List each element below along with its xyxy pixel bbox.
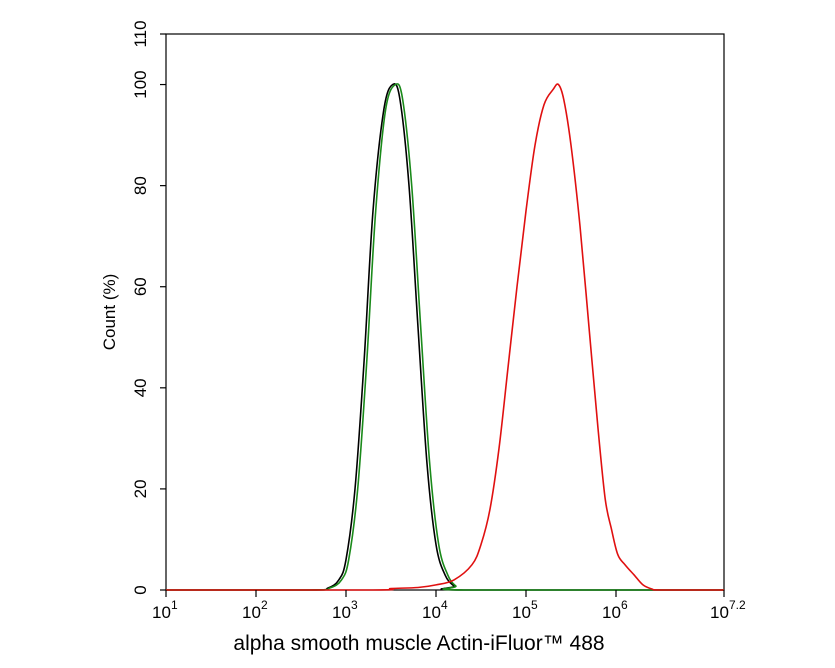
x-tick-exponent: 1 bbox=[171, 598, 178, 612]
x-axis-label: alpha smooth muscle Actin-iFluor™ 488 bbox=[233, 632, 604, 655]
series-line-red bbox=[166, 83, 724, 591]
y-tick-label: 60 bbox=[131, 277, 150, 296]
y-axis-label: Count (%) bbox=[100, 274, 119, 351]
x-tick-exponent: 6 bbox=[621, 598, 628, 612]
x-tick-exponent: 4 bbox=[441, 598, 448, 612]
x-tick-label: 10 bbox=[152, 603, 171, 622]
y-tick-label: 80 bbox=[131, 176, 150, 195]
plot-frame bbox=[165, 33, 725, 591]
x-tick-label: 10 bbox=[512, 603, 531, 622]
x-tick-exponent: 7.2 bbox=[729, 598, 746, 612]
x-axis: 10 1 10 2 10 3 10 4 10 5 10 6 10 7.2 bbox=[152, 590, 746, 622]
x-tick-exponent: 3 bbox=[351, 598, 358, 612]
y-tick-label: 110 bbox=[131, 20, 150, 47]
x-tick-label: 10 bbox=[710, 603, 729, 622]
x-tick-label: 10 bbox=[332, 603, 351, 622]
y-axis: 0 20 40 60 80 100 110 bbox=[131, 20, 166, 595]
series-group bbox=[166, 83, 724, 591]
x-tick-label: 10 bbox=[602, 603, 621, 622]
x-tick-label: 10 bbox=[242, 603, 261, 622]
y-tick-label: 40 bbox=[131, 378, 150, 397]
y-tick-label: 100 bbox=[131, 70, 150, 98]
y-tick-label: 20 bbox=[131, 479, 150, 498]
x-tick-exponent: 2 bbox=[261, 598, 268, 612]
y-tick-label: 0 bbox=[131, 585, 150, 594]
x-tick-exponent: 5 bbox=[531, 598, 538, 612]
series-line-black bbox=[166, 83, 724, 591]
x-tick-label: 10 bbox=[422, 603, 441, 622]
